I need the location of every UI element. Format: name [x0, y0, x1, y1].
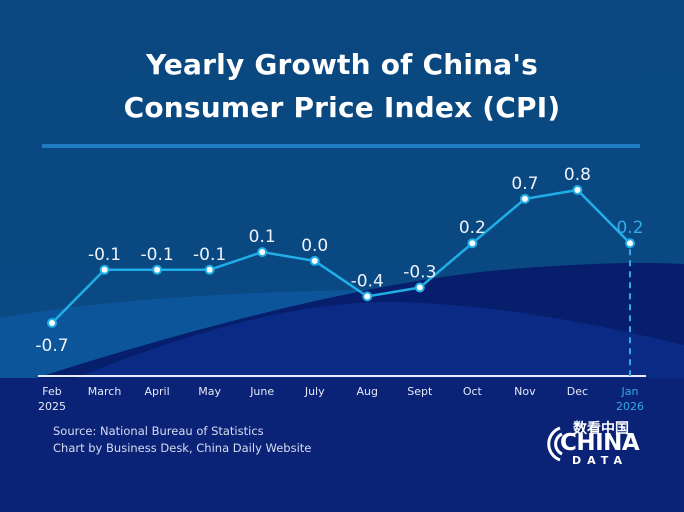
- data-point: [47, 318, 57, 328]
- data-label: 0.2: [459, 218, 486, 238]
- data-label: -0.7: [35, 336, 68, 356]
- data-point: [414, 282, 425, 293]
- signal-arc-icon: [547, 426, 563, 462]
- x-tick-label: April: [145, 385, 170, 398]
- x-tick-label: July: [304, 385, 325, 398]
- data-point: [152, 264, 163, 275]
- x-tick-label: Jan: [621, 385, 639, 398]
- x-tick-label: Dec: [567, 385, 588, 398]
- x-tick-label: June: [249, 385, 274, 398]
- data-label: -0.1: [88, 245, 121, 265]
- data-label: 0.7: [511, 174, 538, 194]
- background-bottom: [0, 378, 684, 512]
- credit-note: Chart by Business Desk, China Daily Webs…: [53, 441, 312, 455]
- x-tick-label: Feb: [42, 385, 61, 398]
- data-label: -0.3: [403, 263, 436, 283]
- data-point: [99, 264, 110, 275]
- x-tick-label: Oct: [463, 385, 483, 398]
- x-tick-label: March: [88, 385, 122, 398]
- data-point: [204, 264, 215, 275]
- data-point: [362, 291, 373, 302]
- x-tick-label: Nov: [514, 385, 536, 398]
- data-points: [47, 185, 635, 328]
- data-point: [625, 238, 635, 249]
- data-label: -0.1: [141, 245, 174, 265]
- source-note: Source: National Bureau of Statistics: [53, 424, 264, 438]
- data-labels: -0.7 -0.1 -0.1 -0.1 0.1 0.0 -0.4 -0.3 0.2 0.7 0.8 0…: [35, 165, 643, 356]
- data-label: 0.0: [301, 236, 328, 256]
- data-label: 0.1: [249, 227, 276, 247]
- data-point: [309, 255, 320, 266]
- logo-data-text: DATA: [572, 454, 628, 467]
- logo-chinese-text: 数看中国: [573, 421, 629, 437]
- data-label: -0.1: [193, 245, 226, 265]
- cpi-series-line: [51, 188, 631, 324]
- data-point: [257, 247, 268, 258]
- x-tick-label: 2025: [38, 400, 66, 413]
- logo-china-text: CHINA: [560, 430, 640, 456]
- chart-title-line-2: Consumer Price Index (CPI): [123, 91, 561, 124]
- china-data-logo: 数看中国 CHINA DATA: [540, 418, 640, 468]
- x-tick-labels: Feb 2025 March April May June July Aug Sept Oct No…: [38, 385, 644, 413]
- data-label: -0.4: [351, 271, 384, 291]
- data-point: [572, 185, 583, 195]
- title-divider: [42, 144, 640, 148]
- data-point: [519, 193, 530, 204]
- data-point: [467, 238, 478, 249]
- x-tick-label: May: [198, 385, 221, 398]
- data-label: 0.8: [564, 165, 591, 185]
- chart-title-line-1: Yearly Growth of China's: [145, 48, 539, 81]
- x-tick-label: Aug: [357, 385, 378, 398]
- x-tick-label: Sept: [407, 385, 433, 398]
- x-tick-label: 2026: [616, 400, 644, 413]
- data-label: 0.2: [616, 218, 643, 238]
